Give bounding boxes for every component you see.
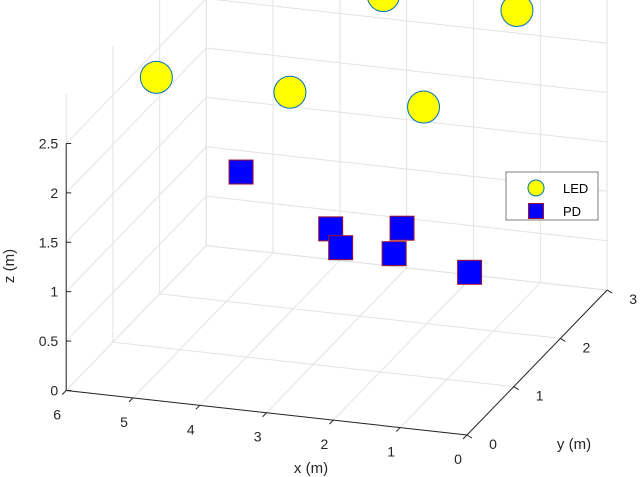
x-tick-mark (262, 412, 267, 418)
grid-side-z (214, 0, 608, 44)
z-tick-label: 1.5 (39, 234, 59, 250)
grid-wall-z (65, 195, 207, 342)
led-marker (407, 90, 441, 124)
y-tick-label: 3 (629, 291, 637, 307)
x-tick-label: 2 (321, 436, 329, 452)
legend-led-marker (527, 179, 545, 197)
y-tick-label: 0 (489, 436, 497, 452)
x-tick-mark (462, 434, 468, 440)
grid-floor-x (199, 260, 341, 406)
grid-floor-x (333, 274, 474, 421)
pd-marker (328, 235, 354, 261)
grid-wall-z (65, 97, 207, 243)
grid-wall-z (65, 245, 207, 391)
x-tick-label: 6 (53, 406, 61, 422)
grid-floor-x (132, 252, 274, 399)
x-tick-mark (329, 419, 334, 425)
y-axis-line (466, 289, 608, 436)
led-marker (367, 0, 400, 13)
x-tick-label: 0 (454, 451, 462, 467)
legend: LED PD (505, 171, 599, 221)
y-axis-label: y (m) (557, 436, 591, 453)
legend-led-label: LED (563, 181, 588, 196)
pd-marker (457, 259, 483, 285)
z-tick-label: 2 (50, 185, 58, 201)
x-tick-label: 4 (187, 421, 195, 437)
z-tick-label: 2.5 (39, 135, 59, 151)
y-tick-mark (513, 386, 519, 391)
z-tick-label: 0 (50, 382, 58, 398)
grid-floor-y (159, 293, 561, 339)
pd-markers (228, 159, 483, 285)
x-axis-label: x (m) (294, 460, 328, 477)
grid-wall-z (65, 146, 207, 293)
x-tick-label: 5 (120, 414, 128, 430)
led-markers (139, 0, 534, 124)
pd-marker (228, 159, 254, 185)
tick-labels: 0 1 2 3 4 5 6 0 1 2 3 0 0.5 1 1.5 2 2.5 (39, 135, 637, 467)
led-marker (139, 60, 173, 94)
grid-side-z (206, 96, 608, 143)
y-tick-mark (606, 289, 613, 294)
grid-floor-x (399, 282, 541, 428)
x-tick-mark (395, 427, 401, 432)
y-tick-mark (560, 337, 566, 342)
grid-lines (65, 0, 608, 436)
legend-pd-marker (528, 203, 544, 219)
led-marker (500, 0, 534, 27)
grid-floor-x (266, 267, 408, 414)
led-marker (273, 75, 307, 109)
axis-lines (61, 142, 613, 440)
grid-floor-y (112, 341, 514, 388)
z-tick-label: 1 (50, 284, 58, 300)
y-tick-label: 2 (583, 339, 591, 355)
x-tick-label: 3 (254, 429, 262, 445)
pd-marker (381, 241, 407, 267)
grid-side-z (206, 47, 608, 93)
x-tick-mark (61, 390, 67, 395)
grid-wall-z (65, 0, 206, 144)
x-tick-mark (128, 397, 134, 403)
legend-box (505, 171, 599, 221)
grid-wall-z (65, 47, 207, 194)
y-tick-mark (466, 434, 473, 439)
y-tick-label: 1 (536, 388, 544, 404)
legend-pd-label: PD (563, 204, 581, 219)
grid-side-z (206, 245, 608, 291)
z-tick-label: 0.5 (39, 333, 59, 349)
z-axis-label: z (m) (1, 249, 18, 283)
x-tick-mark (195, 404, 201, 410)
x-tick-label: 1 (387, 444, 395, 460)
pd-marker (389, 215, 415, 241)
